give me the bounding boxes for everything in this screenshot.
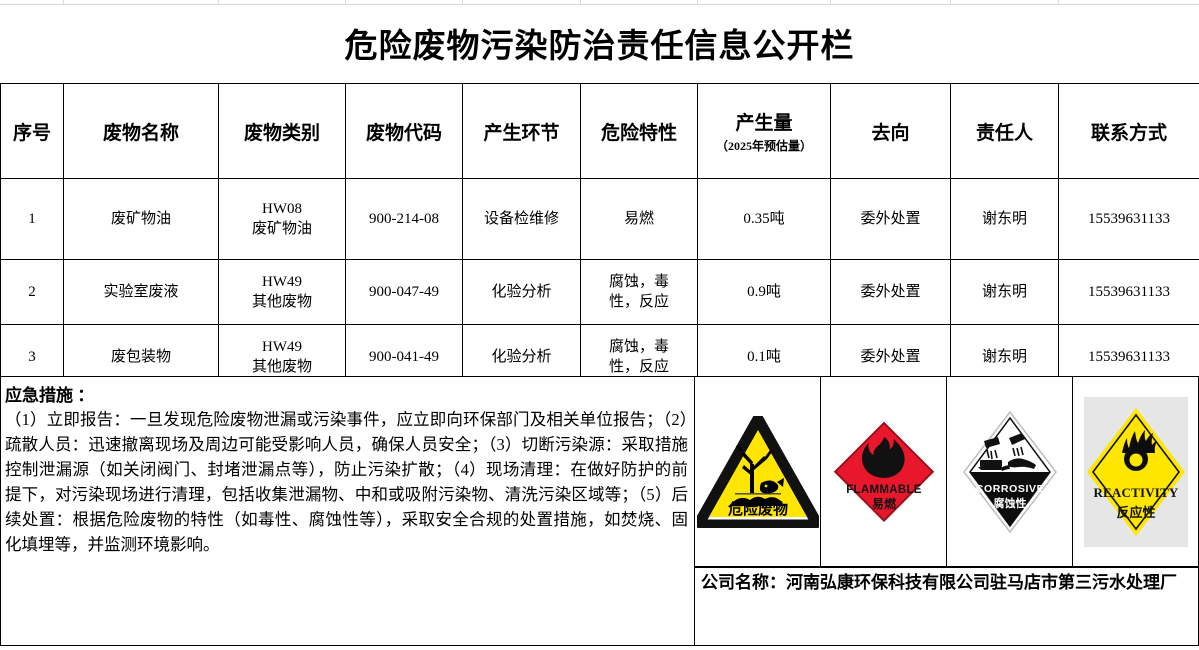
col-header-amount: 产生量 （2025年预估量） [697,83,831,179]
corrosive-label-en: CORROSIVE [975,483,1043,495]
cell-hazard-line1: 易燃 [623,210,654,227]
cell-hazard-line2: 性，反应 [608,294,669,310]
cell-person: 谢东明 [950,259,1059,325]
cell-name: 实验室废液 [63,259,219,325]
col-header-contact: 联系方式 [1058,83,1199,179]
corrosive-hazard-icon: CORROSIVE 腐蚀性 [962,410,1058,534]
cell-hazard-line1: 腐蚀，毒 [608,338,669,355]
col-header-amount-sub: （2025年预估量） [715,139,812,153]
bottom-section: 应急措施 ： （1）立即报告：一旦发现危险废物泄漏或污染事件，应立即向环保部门及… [0,376,1199,648]
cell-name: 废矿物油 [63,178,219,260]
col-header-destination: 去向 [830,83,951,179]
flammable-hazard-icon: FLAMMABLE 易燃 [832,420,936,524]
col-header-stage: 产生环节 [462,83,581,179]
hazardous-waste-label: 危险废物 [727,500,787,518]
cell-category-name: 其他废物 [251,294,312,310]
cell-contact: 15539631133 [1058,178,1199,260]
company-name-panel: 公司名称：河南弘康环保科技有限公司驻马店市第三污水处理厂 [695,567,1199,646]
emergency-measures-panel: 应急措施 ： （1）立即报告：一旦发现危险废物泄漏或污染事件，应立即向环保部门及… [0,376,695,646]
cell-category-code: HW49 [262,273,302,290]
emergency-measures-text: （1）立即报告：一旦发现危险废物泄漏或污染事件，应立即向环保部门及相关单位报告；… [5,410,688,555]
col-header-person: 责任人 [950,83,1059,179]
col-header-category: 废物类别 [218,83,346,179]
cell-category-name: 废矿物油 [251,221,312,237]
spreadsheet-gridline-strip [0,0,1199,5]
corrosive-label-cn: 腐蚀性 [993,496,1026,510]
cell-category-code: HW49 [262,338,302,355]
cell-stage: 化验分析 [462,259,581,325]
cell-hazard: 易燃 [580,178,698,260]
waste-table: 序号 废物名称 废物类别 废物代码 产生环节 危险特性 产生量 （2025年预估… [0,83,1199,390]
flammable-label-en: FLAMMABLE [846,484,922,496]
cell-category: HW08 废矿物油 [218,178,346,260]
cell-stage: 设备检维修 [462,178,581,260]
col-header-index: 序号 [0,83,64,179]
reactivity-hazard-icon: REACTIVITY 反应性 [1084,405,1188,539]
sign-cell-reactivity: REACTIVITY 反应性 [1073,377,1198,566]
cell-hazard: 腐蚀，毒 性，反应 [580,259,698,325]
table-header-row: 序号 废物名称 废物类别 废物代码 产生环节 危险特性 产生量 （2025年预估… [0,83,1199,179]
cell-destination: 委外处置 [830,178,951,260]
cell-amount: 0.35吨 [697,178,831,260]
table-row: 1 废矿物油 HW08 废矿物油 900-214-08 设备检维修 易燃 0.3… [0,178,1199,260]
cell-hazard-line1: 腐蚀，毒 [608,273,669,290]
reactivity-label-en: REACTIVITY [1093,485,1178,500]
sign-cell-flammable: FLAMMABLE 易燃 [821,377,947,566]
emergency-measures-title: 应急措施 ： [5,386,95,405]
flammable-label-cn: 易燃 [871,496,896,511]
company-name-text: 公司名称：河南弘康环保科技有限公司驻马店市第三污水处理厂 [701,573,1177,592]
cell-category-name: 其他废物 [251,359,312,375]
reactivity-label-cn: 反应性 [1116,505,1155,520]
cell-index: 2 [0,259,64,325]
page-title: 危险废物污染防治责任信息公开栏 [344,29,855,65]
cell-waste-code: 900-214-08 [345,178,463,260]
col-header-name: 废物名称 [63,83,219,179]
cell-contact: 15539631133 [1058,259,1199,325]
col-header-hazard: 危险特性 [580,83,698,179]
hazard-signs-panel: 危险废物 FLAMMABLE 易燃 [695,376,1199,567]
cell-person: 谢东明 [950,178,1059,260]
cell-category: HW49 其他废物 [218,259,346,325]
cell-index: 1 [0,178,64,260]
sign-cell-hazardous-waste: 危险废物 [695,377,821,566]
hazardous-waste-warning-icon: 危险废物 [696,415,819,528]
col-header-code: 废物代码 [345,83,463,179]
cell-destination: 委外处置 [830,259,951,325]
cell-category-code: HW08 [262,200,302,217]
cell-waste-code: 900-047-49 [345,259,463,325]
sign-cell-corrosive: CORROSIVE 腐蚀性 [947,377,1073,566]
cell-amount: 0.9吨 [697,259,831,325]
cell-hazard-line2: 性，反应 [608,359,669,375]
table-row: 2 实验室废液 HW49 其他废物 900-047-49 化验分析 腐蚀，毒 性… [0,259,1199,325]
